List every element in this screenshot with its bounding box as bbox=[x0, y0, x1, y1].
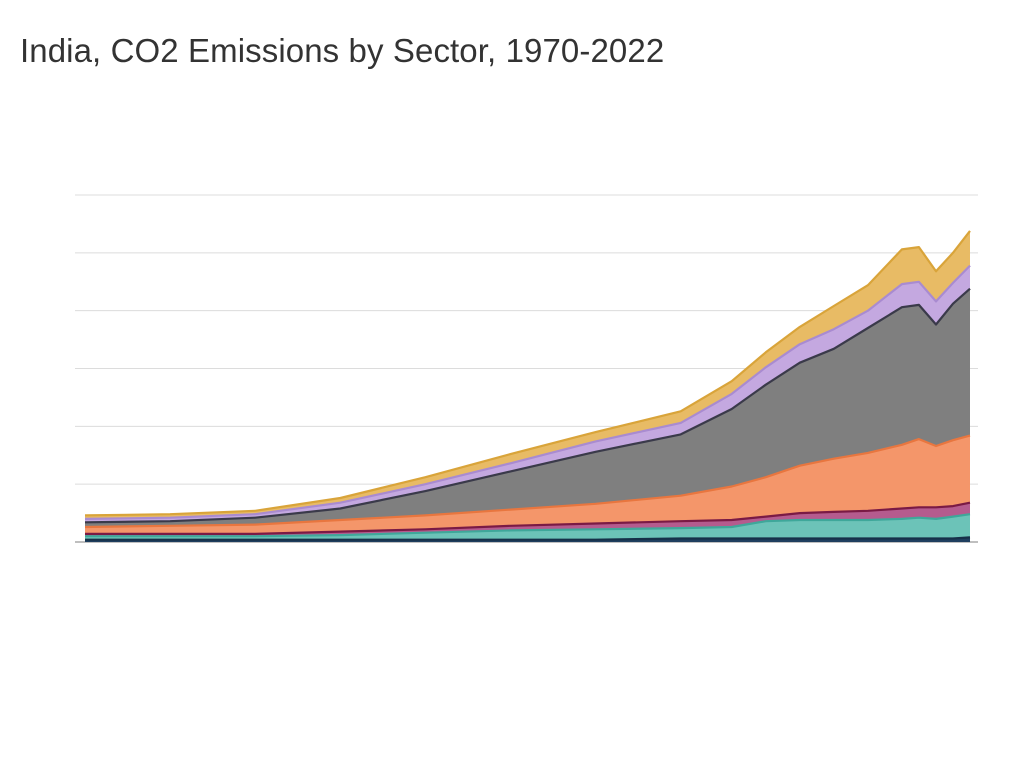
series-outline-4 bbox=[84, 434, 971, 529]
series-outline-2 bbox=[85, 513, 971, 538]
area-series-5 bbox=[85, 288, 970, 527]
series-outline-5 bbox=[84, 287, 971, 524]
area-outlines bbox=[84, 230, 971, 541]
area-series-4 bbox=[85, 435, 970, 534]
areas bbox=[85, 230, 970, 542]
series-outline-3 bbox=[85, 501, 971, 535]
series-outline-7 bbox=[84, 230, 971, 517]
chart-title: India, CO2 Emissions by Sector, 1970-202… bbox=[20, 32, 665, 69]
area-series-2 bbox=[85, 514, 970, 540]
series-outline-6 bbox=[84, 264, 971, 520]
series-outline-1 bbox=[85, 536, 971, 541]
